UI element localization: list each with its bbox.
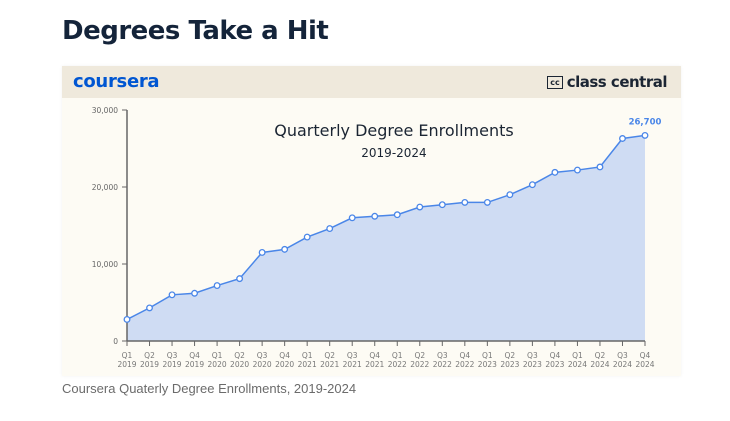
x-tick-label-quarter: Q2 <box>324 351 335 360</box>
y-tick-label: 20,000 <box>92 183 118 192</box>
x-tick-label-quarter: Q1 <box>122 351 133 360</box>
series-line <box>126 134 646 321</box>
class-central-logo: cc class central <box>547 73 668 91</box>
x-tick-label-year: 2024 <box>590 360 609 369</box>
data-point <box>528 181 536 189</box>
x-tick-label-year: 2019 <box>117 360 136 369</box>
x-tick-label-quarter: Q3 <box>167 351 178 360</box>
x-tick-label-year: 2021 <box>320 360 339 369</box>
class-central-text: class central <box>566 73 668 91</box>
data-point <box>551 168 559 176</box>
x-tick-label-year: 2021 <box>298 360 317 369</box>
x-tick-label-quarter: Q1 <box>212 351 223 360</box>
header-band: coursera cc class central <box>62 66 681 98</box>
data-point <box>506 191 514 199</box>
x-tick-label-quarter: Q4 <box>369 351 380 360</box>
data-point <box>461 198 469 206</box>
x-tick-label-year: 2023 <box>478 360 497 369</box>
x-tick-label-year: 2022 <box>388 360 407 369</box>
x-tick-label-year: 2023 <box>545 360 564 369</box>
x-tick-label-quarter: Q2 <box>144 351 155 360</box>
x-tick-label-year: 2022 <box>410 360 429 369</box>
caption: Coursera Quaterly Degree Enrollments, 20… <box>62 381 357 396</box>
x-tick-label-year: 2022 <box>455 360 474 369</box>
x-tick-label-year: 2020 <box>208 360 227 369</box>
x-tick-label-year: 2023 <box>500 360 519 369</box>
data-label: 26,700 <box>629 117 662 127</box>
data-point <box>371 212 379 220</box>
data-point <box>281 245 289 253</box>
x-tick-label-year: 2020 <box>275 360 294 369</box>
x-tick-label-year: 2022 <box>433 360 452 369</box>
x-tick-label-quarter: Q4 <box>640 351 651 360</box>
x-tick-label-year: 2020 <box>253 360 272 369</box>
data-point <box>573 166 581 174</box>
x-tick-label-year: 2024 <box>568 360 587 369</box>
x-tick-label-quarter: Q2 <box>505 351 516 360</box>
y-tick-label: 0 <box>113 337 118 346</box>
coursera-logo: coursera <box>73 71 160 92</box>
x-tick-label-quarter: Q3 <box>437 351 448 360</box>
x-tick-label-quarter: Q4 <box>189 351 200 360</box>
x-tick-label-year: 2019 <box>185 360 204 369</box>
y-tick-label: 30,000 <box>92 106 118 115</box>
x-tick-label-quarter: Q1 <box>482 351 493 360</box>
x-tick-label-year: 2021 <box>365 360 384 369</box>
data-point <box>258 248 266 256</box>
data-point <box>641 131 649 139</box>
x-tick-label-quarter: Q4 <box>279 351 290 360</box>
x-tick-label-quarter: Q2 <box>234 351 245 360</box>
data-point <box>303 233 311 241</box>
x-tick-label-quarter: Q3 <box>617 351 628 360</box>
data-point <box>168 291 176 299</box>
area-fill <box>127 135 645 341</box>
x-tick-label-quarter: Q2 <box>414 351 425 360</box>
page-title: Degrees Take a Hit <box>62 16 329 46</box>
x-tick-label-year: 2021 <box>343 360 362 369</box>
x-tick-label-quarter: Q3 <box>347 351 358 360</box>
data-point <box>596 163 604 171</box>
x-tick-label-quarter: Q2 <box>595 351 606 360</box>
data-point <box>438 201 446 209</box>
x-tick-label-year: 2024 <box>635 360 654 369</box>
data-point <box>213 282 221 290</box>
x-tick-label-quarter: Q1 <box>302 351 313 360</box>
y-tick-label: 10,000 <box>92 260 118 269</box>
x-tick-label-quarter: Q1 <box>572 351 583 360</box>
chart-title: Quarterly Degree Enrollments <box>274 121 513 140</box>
data-point <box>393 211 401 219</box>
x-tick-label-year: 2019 <box>162 360 181 369</box>
data-point <box>123 315 131 323</box>
data-point <box>236 275 244 283</box>
cc-icon: cc <box>547 75 563 89</box>
x-tick-label-year: 2023 <box>523 360 542 369</box>
x-tick-label-quarter: Q4 <box>459 351 470 360</box>
chart-subtitle: 2019-2024 <box>361 146 426 160</box>
data-point <box>483 198 491 206</box>
x-tick-label-year: 2024 <box>613 360 632 369</box>
x-tick-label-quarter: Q3 <box>527 351 538 360</box>
data-point <box>348 214 356 222</box>
x-tick-label-quarter: Q3 <box>257 351 268 360</box>
data-point <box>619 135 626 142</box>
x-tick-label-quarter: Q1 <box>392 351 403 360</box>
x-tick-label-year: 2020 <box>230 360 249 369</box>
x-tick-label-year: 2019 <box>140 360 159 369</box>
x-tick-label-quarter: Q4 <box>550 351 561 360</box>
data-point <box>326 225 334 233</box>
data-point <box>191 289 199 297</box>
data-point <box>416 203 424 211</box>
data-point <box>146 304 153 312</box>
